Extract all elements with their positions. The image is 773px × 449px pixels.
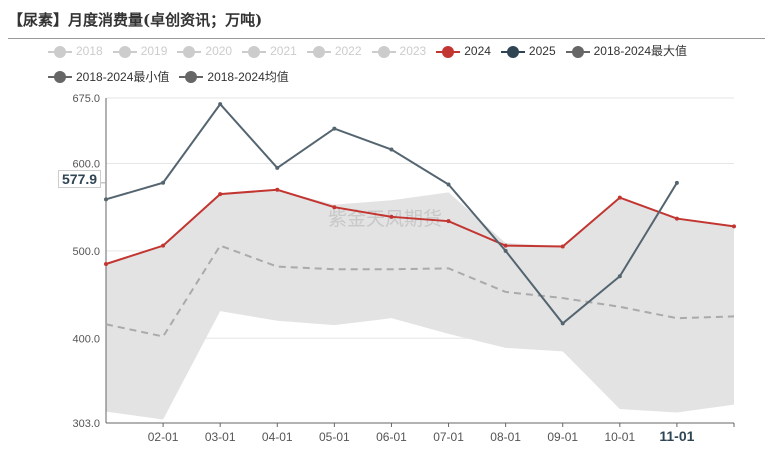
legend-label: 2020 — [205, 44, 233, 58]
series-2024-line — [105, 188, 735, 265]
series-2025-point — [503, 248, 508, 253]
legend-label: 2025 — [528, 44, 556, 58]
legend-item[interactable]: 2020 — [177, 40, 232, 63]
series-2024-point — [161, 243, 166, 248]
legend-marker-icon — [371, 45, 396, 58]
x-tick-label: 02-01 — [148, 430, 179, 444]
y-tick-label: 500.0 — [72, 246, 100, 258]
legend-label: 2018 — [76, 44, 103, 58]
title-divider — [8, 38, 765, 39]
legend-item[interactable]: 2023 — [371, 40, 427, 63]
y-axis-pointer-label: 577.9 — [58, 170, 102, 188]
watermark: 紫金天风期货 — [328, 208, 442, 230]
y-tick-label: 303.0 — [72, 418, 100, 430]
series-2025-point — [389, 147, 394, 152]
legend-marker-icon — [48, 71, 72, 83]
x-tick-label: 05-01 — [319, 430, 350, 444]
legend-marker-icon — [306, 45, 331, 58]
x-tick-label: 03-01 — [205, 430, 236, 444]
y-tick-label: 600.0 — [72, 159, 100, 171]
legend-item[interactable]: 2019 — [112, 40, 168, 63]
legend-marker-icon — [177, 45, 202, 58]
legend-label: 2018-2024均值 — [207, 69, 289, 84]
legend-marker-icon — [112, 45, 137, 58]
x-tick-label: 11-01 — [659, 428, 694, 444]
legend: 2018 2019 2020 2021 2022 2023 2024 2025 2018-202… — [48, 40, 748, 91]
legend-label: 2018-2024最大值 — [593, 44, 688, 58]
legend-marker-icon — [48, 45, 72, 58]
legend-item[interactable]: 2021 — [242, 40, 297, 63]
legend-label: 2019 — [140, 44, 168, 58]
series-2024-point — [560, 244, 565, 249]
x-tick-label: 07-01 — [433, 430, 464, 444]
legend-label: 2018-2024最小值 — [76, 69, 170, 84]
x-tick-label: 10-01 — [604, 430, 635, 444]
max-min-band — [106, 189, 734, 420]
legend-item[interactable]: 2018-2024最小值 — [48, 66, 169, 89]
legend-marker-icon — [565, 45, 590, 58]
series-2025-point — [617, 274, 622, 279]
legend-item[interactable]: 2025 — [500, 40, 556, 63]
legend-item[interactable]: 2018-2024最大值 — [565, 40, 688, 63]
x-tick-label: 08-01 — [490, 430, 521, 444]
series-2024-point — [389, 214, 394, 219]
series-2025-point — [560, 321, 565, 326]
average-line — [105, 244, 735, 338]
series-2025-point — [104, 197, 108, 202]
legend-item[interactable]: 2022 — [306, 40, 362, 63]
series-2024-point — [674, 216, 679, 221]
legend-marker-icon — [179, 71, 204, 83]
series-2024-point — [617, 195, 622, 200]
legend-item[interactable]: 2024 — [436, 40, 491, 63]
series-2024-point — [446, 219, 451, 224]
legend-item[interactable]: 2018 — [48, 40, 103, 63]
legend-marker-icon — [500, 45, 525, 58]
legend-label: 2022 — [334, 44, 362, 58]
series-2024-point — [104, 261, 108, 266]
legend-marker-icon — [436, 45, 461, 58]
series-2024-point — [503, 243, 508, 248]
y-tick-label: 400.0 — [72, 333, 100, 345]
x-tick-label: 04-01 — [262, 430, 293, 444]
series-2025-point — [161, 180, 166, 185]
series-2025-point — [275, 165, 280, 170]
chart-title: 【尿素】月度消费量(卓创资讯；万吨) — [8, 11, 263, 29]
series-2024-point — [732, 224, 736, 229]
legend-label: 2021 — [270, 44, 297, 58]
y-tick-label: 675.0 — [72, 93, 100, 105]
legend-label: 2024 — [464, 44, 491, 58]
legend-item[interactable]: 2018-2024均值 — [179, 66, 289, 89]
series-2025-point — [446, 182, 451, 187]
series-2024-point — [332, 205, 337, 210]
series-2025-point — [332, 126, 337, 131]
legend-marker-icon — [242, 45, 267, 58]
x-tick-label: 09-01 — [547, 430, 578, 444]
legend-label: 2023 — [399, 44, 427, 58]
series-2025-point — [674, 180, 679, 185]
x-tick-label: 06-01 — [376, 430, 407, 444]
series-2025-point — [218, 102, 223, 107]
series-2024-point — [275, 187, 280, 192]
series-2024-point — [218, 192, 223, 197]
